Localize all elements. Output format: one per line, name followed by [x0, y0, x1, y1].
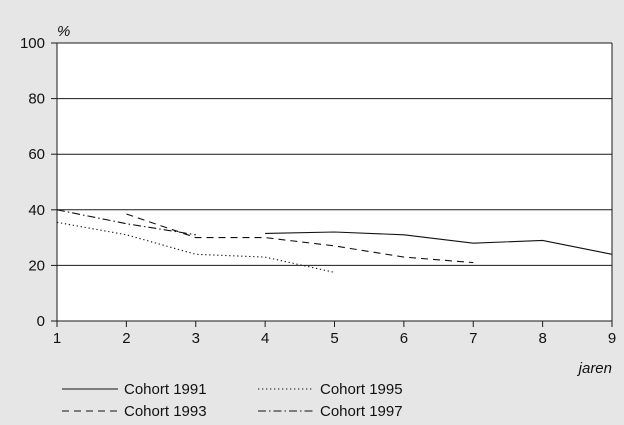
x-tick-label: 4 — [261, 330, 269, 347]
axes: 0 20 40 60 80 100 1 2 3 4 5 6 7 8 9 — [20, 35, 616, 347]
x-tick-label: 1 — [53, 330, 61, 347]
legend-label-3: Cohort 1995 — [320, 381, 403, 398]
plot-area — [57, 43, 612, 321]
y-tick-label: 100 — [20, 35, 45, 52]
series-lines — [56, 209, 613, 273]
y-tick-label: 40 — [28, 202, 45, 219]
legend-label-1: Cohort 1991 — [124, 381, 207, 398]
x-axis-label: jaren — [577, 360, 612, 377]
y-axis-label: % — [57, 23, 70, 40]
grid-lines — [57, 42, 612, 266]
y-tick-label: 80 — [28, 91, 45, 108]
y-tick-label: 60 — [28, 146, 45, 163]
x-tick-label: 5 — [330, 330, 338, 347]
x-tick-label: 7 — [469, 330, 477, 347]
x-tick-label: 3 — [192, 330, 200, 347]
legend: Cohort 1991 Cohort 1993 Cohort 1995 Cohort … — [62, 381, 403, 420]
legend-label-2: Cohort 1993 — [124, 403, 207, 420]
series-line-1 — [265, 231, 613, 255]
y-tick-label: 20 — [28, 257, 45, 274]
x-tick-label: 6 — [400, 330, 408, 347]
series-line-2 — [126, 213, 474, 264]
y-tick-label: 0 — [37, 313, 45, 330]
x-tick-label: 2 — [122, 330, 130, 347]
x-tick-label: 8 — [538, 330, 546, 347]
legend-label-4: Cohort 1997 — [320, 403, 403, 420]
x-tick-label: 9 — [608, 330, 616, 347]
